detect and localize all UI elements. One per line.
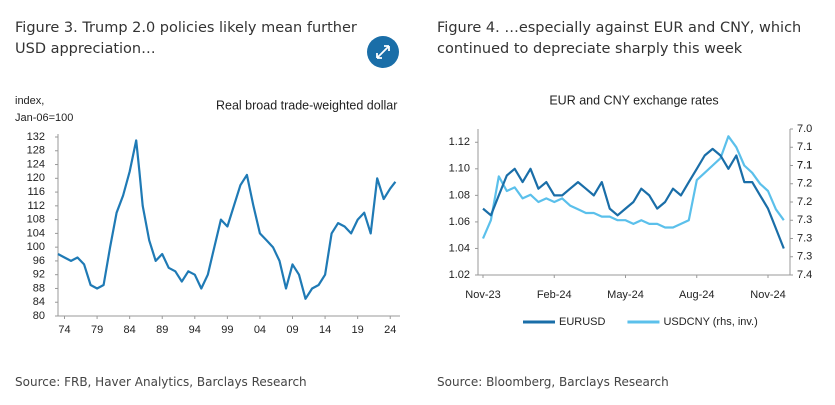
figure-title: Figure 3. Trump 2.0 policies likely mean… [15,20,357,57]
y-tick-label: 1.04 [449,242,470,254]
x-tick-label: Nov-23 [465,289,500,301]
line [481,135,785,239]
chart-title: EUR and CNY exchange rates [549,93,718,107]
x-tick-label: 79 [91,324,103,336]
x-tick-label: Feb-24 [537,289,572,301]
y-tick-label: 124 [27,158,45,170]
figure-title: Figure 4. …especially against EUR and CN… [437,20,802,57]
chart-title: Real broad trade-weighted dollar [216,98,397,112]
source: Source: Bloomberg, Barclays Research [437,375,669,389]
y-tick-label: 100 [27,241,45,253]
x-tick-label: 94 [189,324,201,336]
y-tick-label: 108 [27,214,45,226]
y2-tick-label: 7.1 [797,159,812,171]
y2-tick-label: 7.1 [797,159,812,171]
x-tick-label: 04 [254,324,266,336]
y-tick-label: 84 [33,296,45,308]
y2-tick-label: 7.2 [797,178,812,190]
x-tick-label: Nov-24 [750,289,785,301]
y-axis-label: Jan-06=100 [15,112,73,124]
x-tick-label: 74 [58,324,70,336]
x-tick-label: 14 [319,324,331,336]
y-tick-label: 1.02 [449,269,470,281]
y-tick-label: 1.10 [449,163,470,175]
y-axis-label: index, [15,95,44,107]
x-tick-label: 19 [352,324,364,336]
y2-tick-label: 7.1 [797,141,812,153]
y-tick-label: 132 [27,131,45,143]
line [57,139,397,300]
y-tick-label: 80 [33,310,45,322]
y-tick-label: 1.06 [449,216,470,228]
y-tick-label: 1.12 [449,136,470,148]
expand-icon [376,45,390,59]
x-tick-label: May-24 [607,289,644,301]
y2-tick-label: 7.3 [797,214,812,226]
y2-tick-label: 7.4 [797,269,812,281]
y2-tick-label: 7.0 [797,123,812,135]
x-tick-label: 84 [124,324,136,336]
line [482,147,785,249]
x-tick-label: 89 [156,324,168,336]
y-tick-label: 104 [27,227,45,239]
y2-tick-label: 7.2 [797,196,812,208]
legend-label: USDCNY (rhs, inv.) [663,316,757,328]
y-tick-label: 1.08 [449,189,470,201]
y-tick-label: 112 [27,200,45,212]
y-tick-label: 92 [33,269,45,281]
x-tick-label: Aug-24 [679,289,714,301]
x-tick-label: 09 [286,324,298,336]
x-tick-label: 24 [384,324,396,336]
y-tick-label: 116 [27,186,45,198]
y2-tick-label: 7.3 [797,251,812,263]
x-tick-label: 99 [221,324,233,336]
legend-label: EURUSD [559,316,606,328]
y-tick-label: 128 [27,145,45,157]
y-tick-label: 120 [27,172,45,184]
y-tick-label: 96 [33,255,45,267]
y-tick-label: 88 [33,282,45,294]
y2-tick-label: 7.3 [797,232,812,244]
source: Source: FRB, Haver Analytics, Barclays R… [15,375,307,389]
